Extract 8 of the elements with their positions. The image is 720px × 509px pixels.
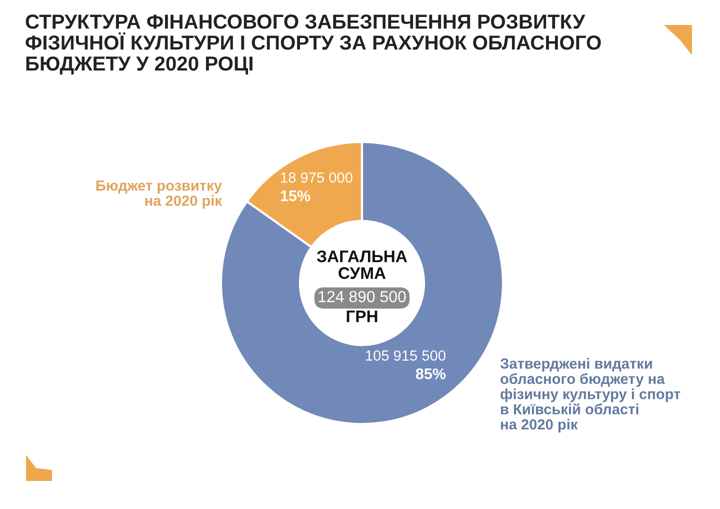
text: ЗАГАЛЬНА СУМА (316, 250, 407, 279)
slice-label: Затверджені видатки обласного бюджету на фізичну культуру і спорт в Київській області на 2020 рік (500, 358, 680, 432)
data-label: 18 975 000 15% (280, 172, 352, 202)
text: 124 890 500 (318, 290, 406, 302)
slice-label: Бюджет розвитку на 2020 рік (96, 180, 222, 209)
data-label: 105 915 500 85% (366, 350, 446, 380)
text: ГРН (346, 310, 378, 322)
chart-title: СТРУКТУРА ФІНАНСОВОГО ЗАБЕЗПЕЧЕННЯ РОЗВИТКУ ФІЗИЧНОЇ КУЛЬТУРИ І СПОРТУ ЗА РАХУНОК ОБЛАСНОГО БЮДЖЕТУ У 2020 РОЦІ (26, 14, 601, 75)
